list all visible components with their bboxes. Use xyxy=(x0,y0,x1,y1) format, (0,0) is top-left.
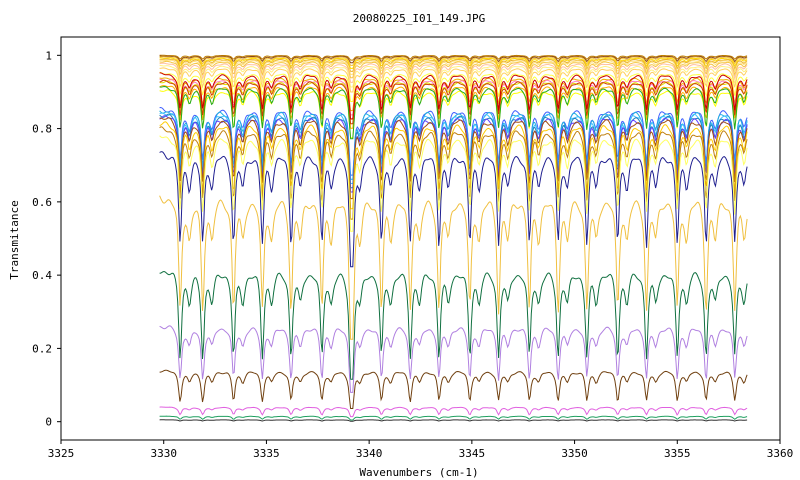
x-axis-label: Wavenumbers (cm-1) xyxy=(359,466,478,479)
series-line xyxy=(159,62,748,83)
series-line xyxy=(159,67,748,93)
x-tick-label: 3335 xyxy=(253,447,280,460)
series-line xyxy=(159,54,748,61)
series-line xyxy=(159,60,748,79)
series-line xyxy=(159,369,748,409)
series-group xyxy=(159,54,748,422)
series-line xyxy=(159,58,748,72)
x-tick-label: 3325 xyxy=(48,447,75,460)
x-tick-label: 3340 xyxy=(356,447,383,460)
y-tick-label: 0.4 xyxy=(32,269,52,282)
y-tick-label: 0 xyxy=(45,416,52,429)
series-line xyxy=(159,117,748,200)
series-line xyxy=(159,121,748,210)
series-line xyxy=(159,195,748,340)
series-line xyxy=(159,419,748,422)
x-tick-label: 3345 xyxy=(459,447,486,460)
y-axis-label: Transmitance xyxy=(8,200,21,279)
series-line xyxy=(159,325,748,393)
y-tick-label: 0.8 xyxy=(32,123,52,136)
x-tick-label: 3350 xyxy=(561,447,588,460)
y-tick-label: 1 xyxy=(45,49,52,62)
series-line xyxy=(159,135,748,232)
series-line xyxy=(159,270,748,380)
series-line xyxy=(159,406,748,418)
series-line xyxy=(159,59,748,75)
y-tick-label: 0.2 xyxy=(32,342,52,355)
series-line xyxy=(159,85,748,129)
series-line xyxy=(159,55,748,64)
series-line xyxy=(159,64,748,88)
series-line xyxy=(159,56,748,66)
series-line xyxy=(159,57,748,69)
x-tick-label: 3360 xyxy=(767,447,794,460)
series-line xyxy=(159,85,748,140)
x-tick-label: 3355 xyxy=(664,447,691,460)
chart-title: 20080225_I01_149.JPG xyxy=(353,12,485,25)
series-line xyxy=(159,126,748,220)
y-tick-label: 0.6 xyxy=(32,196,52,209)
series-line xyxy=(159,79,748,125)
series-line xyxy=(159,151,748,268)
y-axis: 0 0.2 0.4 0.6 0.8 1 xyxy=(32,49,61,429)
series-line xyxy=(159,71,748,102)
series-line xyxy=(159,415,748,421)
series-line xyxy=(159,72,748,120)
x-axis: 3325 3330 3335 3340 3345 3350 3355 3360 xyxy=(48,440,794,460)
x-tick-label: 3330 xyxy=(150,447,177,460)
